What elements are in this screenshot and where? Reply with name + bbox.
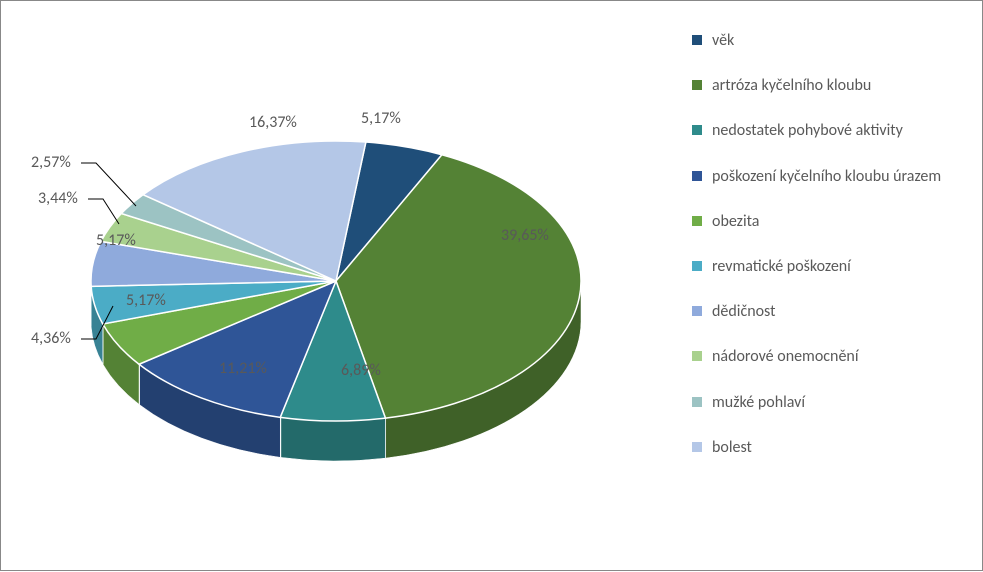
legend-swatch [692,216,702,226]
data-label: 3,44% [38,189,78,208]
data-label: 16,37% [249,113,297,132]
data-label: 5,17% [96,231,136,250]
legend-item: artróza kyčelního kloubu [692,76,952,95]
legend-label: bolest [712,438,952,457]
legend-label: poškození kyčelního kloubu úrazem [712,167,952,186]
data-label: 11,21% [219,359,267,378]
data-label: 39,65% [501,226,549,245]
legend-item: nedostatek pohybové aktivity [692,121,952,140]
chart-frame: { "chart": { "type": "pie-3d", "width": … [0,0,983,571]
legend-item: nádorové onemocnění [692,347,952,366]
data-label: 4,36% [31,329,71,348]
legend-swatch [692,125,702,135]
legend-label: obezita [712,212,952,231]
legend-label: dědičnost [712,302,952,321]
legend-swatch [692,306,702,316]
legend-label: revmatické poškození [712,257,952,276]
legend-swatch [692,261,702,271]
legend-item: poškození kyčelního kloubu úrazem [692,167,952,186]
legend-label: věk [712,31,952,50]
legend-swatch [692,35,702,45]
legend-swatch [692,171,702,181]
legend-item: dědičnost [692,302,952,321]
legend-label: mužké pohlaví [712,393,952,412]
legend-swatch [692,397,702,407]
legend-label: nedostatek pohybové aktivity [712,121,952,140]
data-label: 5,17% [361,109,401,128]
legend-item: mužké pohlaví [692,393,952,412]
legend-label: nádorové onemocnění [712,347,952,366]
legend: věk artróza kyčelního kloubu nedostatek po… [692,31,952,457]
data-label: 5,17% [126,291,166,310]
legend-item: revmatické poškození [692,257,952,276]
legend-item: obezita [692,212,952,231]
legend-item: věk [692,31,952,50]
legend-label: artróza kyčelního kloubu [712,76,952,95]
data-label: 2,57% [31,153,71,172]
data-label: 6,89% [341,361,381,380]
legend-swatch [692,351,702,361]
legend-item: bolest [692,438,952,457]
legend-swatch [692,442,702,452]
pie-chart [1,1,701,572]
legend-swatch [692,80,702,90]
